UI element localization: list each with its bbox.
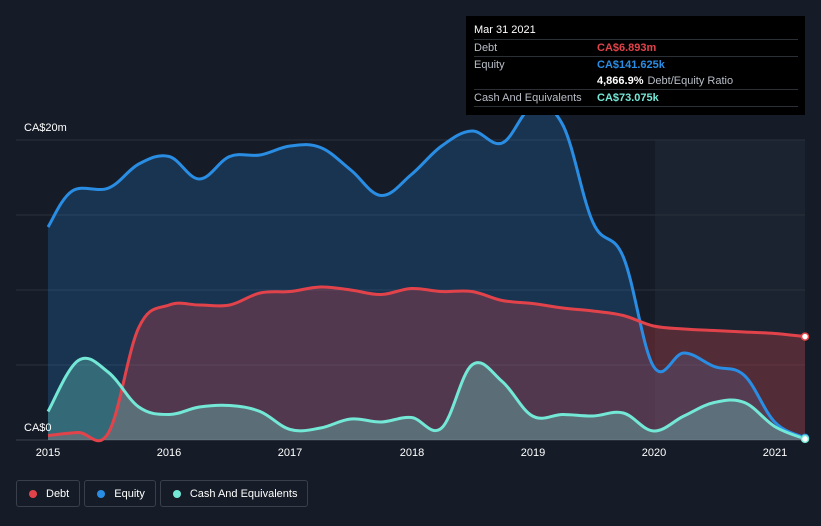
- cash-and-equivalents-area: [48, 358, 805, 440]
- data-tooltip: Mar 31 2021 Debt CA$6.893m Equity CA$141…: [466, 16, 805, 115]
- tooltip-row-ratio: 4,866.9% Debt/Equity Ratio: [474, 73, 798, 89]
- legend-dot-icon: [97, 489, 106, 498]
- x-tick-label: 2021: [762, 447, 788, 459]
- equity-area: [48, 105, 805, 440]
- legend-label: Equity: [114, 487, 145, 500]
- cash-and-equivalents-line: [46, 356, 806, 441]
- tooltip-label: Equity: [474, 59, 505, 71]
- x-tick-label: 2020: [641, 447, 667, 459]
- x-tick-label: 2018: [399, 447, 425, 459]
- end-markers: [800, 332, 810, 444]
- x-tick-label: 2015: [35, 447, 61, 459]
- x-tick-label: 2017: [277, 447, 303, 459]
- legend-item-equity[interactable]: Equity: [84, 480, 156, 507]
- chart-legend: Debt Equity Cash And Equivalents: [16, 480, 309, 507]
- tooltip-value: CA$6.893m: [597, 42, 657, 54]
- tooltip-row-cash: Cash And Equivalents CA$73.075k: [474, 89, 798, 107]
- y-axis-bottom-label: CA$0: [24, 422, 52, 434]
- series-lines: [46, 104, 806, 443]
- debt-line: [47, 285, 806, 443]
- tooltip-row-equity: Equity CA$141.625k: [474, 56, 798, 73]
- tooltip-ratio-label: Debt/Equity Ratio: [647, 75, 734, 87]
- debt-area: [48, 286, 805, 441]
- legend-label: Debt: [46, 487, 70, 500]
- tooltip-label: [474, 73, 597, 89]
- tooltip-label: Debt: [474, 42, 498, 54]
- legend-dot-icon: [172, 489, 181, 498]
- tooltip-date: Mar 31 2021: [474, 24, 536, 36]
- y-axis-top-label: CA$20m: [24, 122, 67, 134]
- legend-item-debt[interactable]: Debt: [16, 480, 81, 507]
- tooltip-row-debt: Debt CA$6.893m: [474, 39, 798, 56]
- legend-label: Cash And Equivalents: [189, 487, 298, 500]
- debt-end-marker: [800, 332, 810, 341]
- tooltip-value: CA$141.625k: [597, 59, 665, 71]
- tooltip-label: Cash And Equivalents: [474, 92, 582, 104]
- x-tick-label: 2019: [520, 447, 546, 459]
- x-tick-label: 2016: [156, 447, 182, 459]
- legend-dot-icon: [29, 489, 37, 498]
- equity-line: [46, 104, 806, 440]
- tooltip-value: CA$73.075k: [597, 92, 659, 104]
- cash-and-equivalents-end-marker: [800, 434, 810, 444]
- legend-item-cash[interactable]: Cash And Equivalents: [159, 480, 309, 507]
- tooltip-value: 4,866.9%: [597, 75, 644, 87]
- series-areas: [48, 105, 805, 441]
